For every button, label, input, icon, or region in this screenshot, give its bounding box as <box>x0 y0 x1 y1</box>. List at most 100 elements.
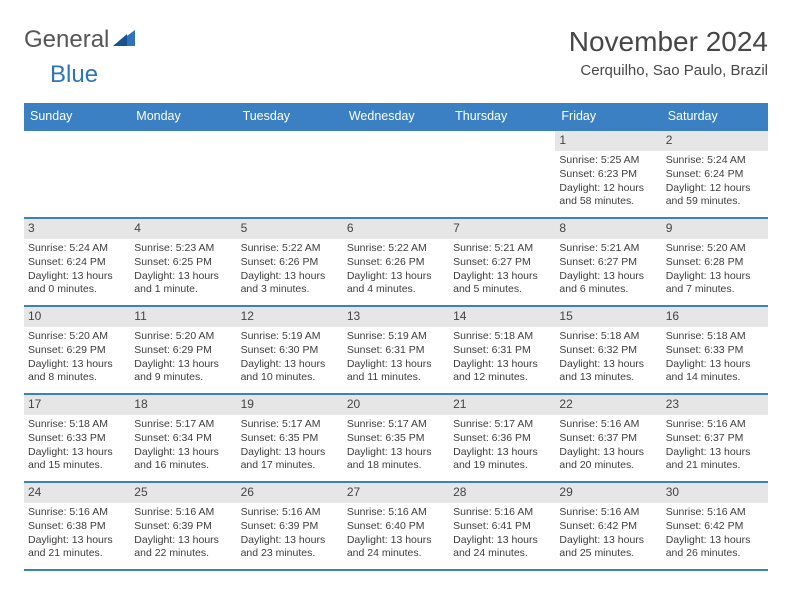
day-sunrise: Sunrise: 5:21 AM <box>453 242 551 256</box>
day-sunset: Sunset: 6:28 PM <box>666 256 764 270</box>
day-sunrise: Sunrise: 5:16 AM <box>666 418 764 432</box>
day-daylight1: Daylight: 13 hours <box>347 446 445 460</box>
day-daylight1: Daylight: 13 hours <box>347 358 445 372</box>
day-cell: 6Sunrise: 5:22 AMSunset: 6:26 PMDaylight… <box>343 219 449 305</box>
day-cell: 16 Sunrise: 5:18 AMSunset: 6:33 PMDayligh… <box>662 307 768 393</box>
day-header: Sunday <box>24 103 130 129</box>
day-daylight2: and 23 minutes. <box>241 547 339 561</box>
day-sunrise: Sunrise: 5:18 AM <box>666 330 764 344</box>
day-daylight1: Daylight: 13 hours <box>453 446 551 460</box>
day-number: 30 <box>662 483 768 503</box>
day-daylight1: Daylight: 13 hours <box>347 534 445 548</box>
day-daylight1: Daylight: 13 hours <box>134 270 232 284</box>
day-number: 5 <box>237 219 343 239</box>
day-sunrise: Sunrise: 5:16 AM <box>28 506 126 520</box>
day-sunrise: Sunrise: 5:24 AM <box>666 154 764 168</box>
day-daylight1: Daylight: 13 hours <box>28 270 126 284</box>
day-daylight2: and 5 minutes. <box>453 283 551 297</box>
day-sunrise: Sunrise: 5:18 AM <box>28 418 126 432</box>
day-number: 7 <box>449 219 555 239</box>
day-number: 19 <box>237 395 343 415</box>
day-sunset: Sunset: 6:33 PM <box>666 344 764 358</box>
day-number: 29 <box>555 483 661 503</box>
day-cell: 7 Sunrise: 5:21 AMSunset: 6:27 PMDaylight… <box>449 219 555 305</box>
day-number: 26 <box>237 483 343 503</box>
day-sunset: Sunset: 6:29 PM <box>28 344 126 358</box>
day-cell: 12Sunrise: 5:19 AMSunset: 6:30 PMDayligh… <box>237 307 343 393</box>
day-daylight1: Daylight: 13 hours <box>453 358 551 372</box>
day-number: 24 <box>24 483 130 503</box>
day-daylight1: Daylight: 13 hours <box>453 270 551 284</box>
day-daylight2: and 22 minutes. <box>134 547 232 561</box>
day-sunset: Sunset: 6:35 PM <box>241 432 339 446</box>
day-sunset: Sunset: 6:41 PM <box>453 520 551 534</box>
day-sunrise: Sunrise: 5:20 AM <box>28 330 126 344</box>
day-daylight2: and 0 minutes. <box>28 283 126 297</box>
day-sunset: Sunset: 6:25 PM <box>134 256 232 270</box>
page: General November 2024 Cerquilho, Sao Pau… <box>0 0 792 581</box>
day-cell: 29Sunrise: 5:16 AMSunset: 6:42 PMDayligh… <box>555 483 661 569</box>
day-daylight2: and 24 minutes. <box>453 547 551 561</box>
day-daylight1: Daylight: 13 hours <box>134 446 232 460</box>
day-cell: 27Sunrise: 5:16 AMSunset: 6:40 PMDayligh… <box>343 483 449 569</box>
day-cell: 9Sunrise: 5:20 AMSunset: 6:28 PMDaylight… <box>662 219 768 305</box>
day-daylight2: and 3 minutes. <box>241 283 339 297</box>
day-sunset: Sunset: 6:24 PM <box>28 256 126 270</box>
day-daylight2: and 12 minutes. <box>453 371 551 385</box>
day-daylight2: and 58 minutes. <box>559 195 657 209</box>
day-sunset: Sunset: 6:27 PM <box>453 256 551 270</box>
day-daylight1: Daylight: 13 hours <box>453 534 551 548</box>
day-daylight2: and 11 minutes. <box>347 371 445 385</box>
title-block: November 2024 Cerquilho, Sao Paulo, Braz… <box>569 26 768 79</box>
day-cell: 30Sunrise: 5:16 AMSunset: 6:42 PMDayligh… <box>662 483 768 569</box>
day-daylight2: and 8 minutes. <box>28 371 126 385</box>
day-daylight2: and 7 minutes. <box>666 283 764 297</box>
day-sunset: Sunset: 6:26 PM <box>347 256 445 270</box>
day-daylight1: Daylight: 13 hours <box>666 358 764 372</box>
day-number: 21 <box>449 395 555 415</box>
day-daylight2: and 59 minutes. <box>666 195 764 209</box>
day-daylight2: and 17 minutes. <box>241 459 339 473</box>
day-sunset: Sunset: 6:29 PM <box>134 344 232 358</box>
day-sunrise: Sunrise: 5:25 AM <box>559 154 657 168</box>
day-sunset: Sunset: 6:39 PM <box>241 520 339 534</box>
day-daylight2: and 16 minutes. <box>134 459 232 473</box>
day-sunset: Sunset: 6:39 PM <box>134 520 232 534</box>
day-daylight1: Daylight: 12 hours <box>666 182 764 196</box>
day-sunrise: Sunrise: 5:19 AM <box>241 330 339 344</box>
day-daylight1: Daylight: 13 hours <box>241 534 339 548</box>
day-sunset: Sunset: 6:27 PM <box>559 256 657 270</box>
day-daylight2: and 4 minutes. <box>347 283 445 297</box>
day-sunrise: Sunrise: 5:22 AM <box>241 242 339 256</box>
day-daylight2: and 9 minutes. <box>134 371 232 385</box>
day-daylight2: and 6 minutes. <box>559 283 657 297</box>
day-sunrise: Sunrise: 5:22 AM <box>347 242 445 256</box>
day-header: Tuesday <box>237 103 343 129</box>
day-daylight2: and 15 minutes. <box>28 459 126 473</box>
day-header: Wednesday <box>343 103 449 129</box>
day-number: 3 <box>24 219 130 239</box>
week-row: 17Sunrise: 5:18 AMSunset: 6:33 PMDayligh… <box>24 393 768 481</box>
day-number: 22 <box>555 395 661 415</box>
week-row: 1Sunrise: 5:25 AMSunset: 6:23 PMDaylight… <box>24 129 768 217</box>
day-number: 16 <box>662 307 768 327</box>
day-number: 15 <box>555 307 661 327</box>
day-sunrise: Sunrise: 5:18 AM <box>559 330 657 344</box>
day-sunset: Sunset: 6:37 PM <box>666 432 764 446</box>
day-cell: 24Sunrise: 5:16 AMSunset: 6:38 PMDayligh… <box>24 483 130 569</box>
day-daylight2: and 24 minutes. <box>347 547 445 561</box>
day-daylight1: Daylight: 13 hours <box>559 270 657 284</box>
day-daylight1: Daylight: 13 hours <box>134 534 232 548</box>
day-daylight1: Daylight: 13 hours <box>559 446 657 460</box>
day-cell: 17Sunrise: 5:18 AMSunset: 6:33 PMDayligh… <box>24 395 130 481</box>
day-cell <box>343 131 449 217</box>
week-row: 3Sunrise: 5:24 AMSunset: 6:24 PMDaylight… <box>24 217 768 305</box>
day-cell: 15Sunrise: 5:18 AMSunset: 6:32 PMDayligh… <box>555 307 661 393</box>
page-subtitle: Cerquilho, Sao Paulo, Brazil <box>569 62 768 79</box>
day-daylight1: Daylight: 13 hours <box>28 358 126 372</box>
week-row: 10Sunrise: 5:20 AMSunset: 6:29 PMDayligh… <box>24 305 768 393</box>
day-daylight2: and 21 minutes. <box>666 459 764 473</box>
day-cell: 3Sunrise: 5:24 AMSunset: 6:24 PMDaylight… <box>24 219 130 305</box>
day-cell: 8Sunrise: 5:21 AMSunset: 6:27 PMDaylight… <box>555 219 661 305</box>
day-cell: 19Sunrise: 5:17 AMSunset: 6:35 PMDayligh… <box>237 395 343 481</box>
